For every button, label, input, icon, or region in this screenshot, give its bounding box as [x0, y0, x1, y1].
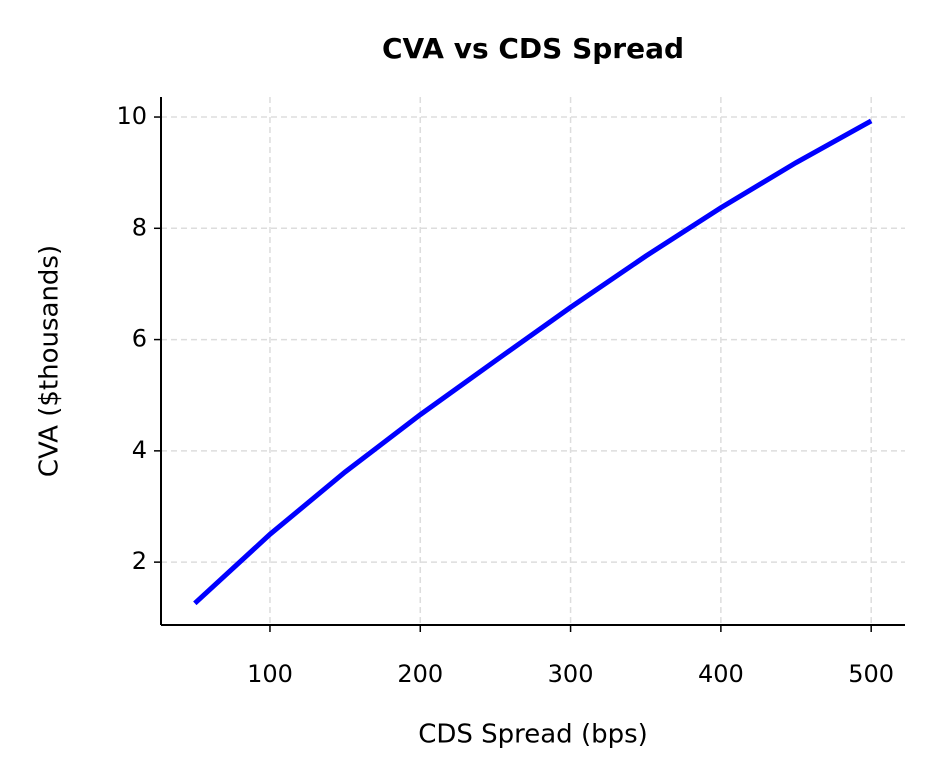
- chart-title: CVA vs CDS Spread: [382, 32, 684, 65]
- x-tick-label: 500: [848, 660, 894, 688]
- x-tick-label: 400: [698, 660, 744, 688]
- x-axis-label: CDS Spread (bps): [418, 720, 648, 750]
- y-tick-label: 2: [132, 547, 147, 575]
- y-tick-label: 4: [132, 436, 147, 464]
- y-tick-label: 10: [116, 102, 147, 130]
- x-tick-label: 100: [247, 660, 293, 688]
- line-series: [193, 118, 873, 606]
- y-tick-label: 6: [132, 325, 147, 353]
- y-axis-label: CVA ($thousands): [35, 245, 65, 477]
- x-tick-label: 300: [548, 660, 594, 688]
- y-tick-label: 8: [132, 213, 147, 241]
- x-tick-label: 200: [397, 660, 443, 688]
